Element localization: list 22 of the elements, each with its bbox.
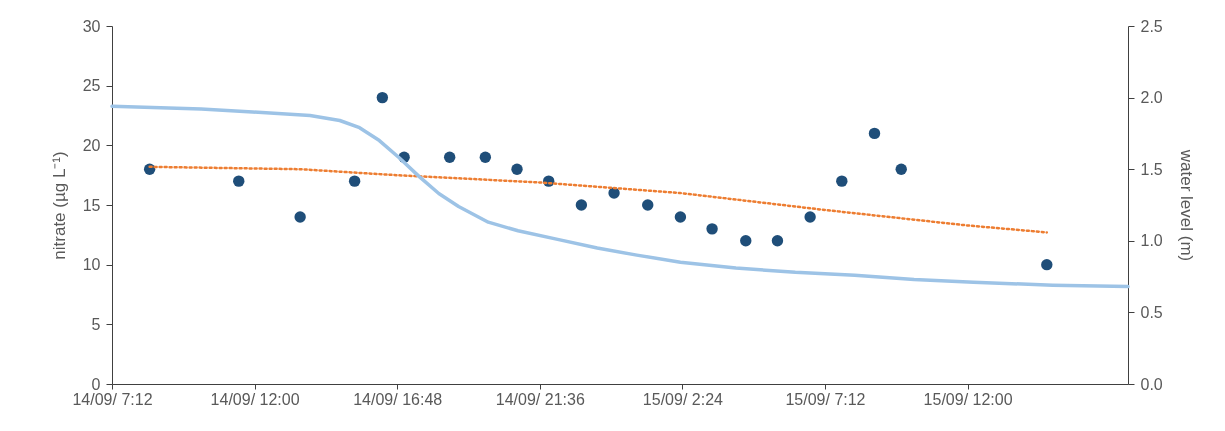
x-tick-label: 14/09/ 7:12 [72,390,153,408]
x-tick-label: 14/09/ 21:36 [495,390,585,408]
y-tick-label: 30 [82,17,101,35]
y2-tick-label: 2.0 [1140,89,1163,107]
x-tick-label: 14/09/ 16:48 [353,390,443,408]
y2-tick-label: 0.0 [1140,375,1163,393]
y2-tick-label: 2.5 [1140,17,1163,35]
y-axis-title: nitrate (µg L⁻¹) [49,151,69,260]
y2-tick-label: 0.5 [1140,303,1163,321]
y-tick-label: 15 [82,196,101,214]
y-tick-label: 0 [91,375,101,393]
y-tick-label: 25 [82,77,101,95]
x-tick-label: 15/09/ 7:12 [785,390,866,408]
x-tick-label: 15/09/ 12:00 [923,390,1013,408]
y2-tick-label: 1.0 [1140,232,1163,250]
x-tick-label: 14/09/ 12:00 [210,390,300,408]
y-tick-label: 5 [91,315,101,333]
y-tick-label: 20 [82,136,101,154]
y-tick-label: 10 [82,256,101,274]
y2-tick-label: 1.5 [1140,160,1163,178]
y2-axis-title: water level (m) [1176,148,1196,262]
x-tick-label: 15/09/ 2:24 [642,390,724,408]
